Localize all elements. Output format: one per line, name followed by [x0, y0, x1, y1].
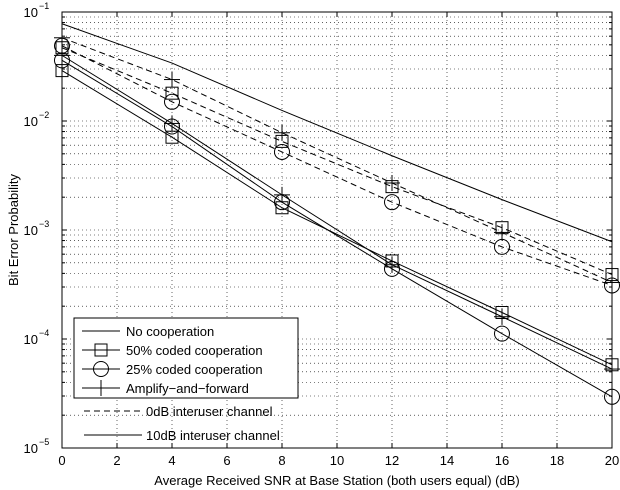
legend-label: 25% coded cooperation: [126, 362, 263, 377]
x-tick-label: 20: [605, 453, 619, 468]
circle-marker: [274, 143, 290, 160]
series-line: [61, 37, 613, 283]
series-1: [61, 23, 613, 243]
x-tick-label: 18: [550, 453, 564, 468]
legend: No cooperation 50% coded cooperation 25% c…: [73, 317, 299, 443]
x-tick-label: 12: [385, 453, 399, 468]
legend-label: No cooperation: [126, 324, 214, 339]
y-axis-label: Bit Error Probability: [6, 174, 21, 286]
y-tick-label: 10: [24, 223, 38, 238]
legend-label: 50% coded cooperation: [126, 343, 263, 358]
series-line: [61, 45, 613, 286]
y-tick-label: 10: [24, 114, 38, 129]
y-tick-label: 10: [24, 332, 38, 347]
square-marker: [94, 343, 108, 357]
style-label: 10dB interuser channel: [146, 428, 280, 443]
series-line: [61, 59, 613, 398]
series-line: [61, 47, 613, 276]
x-tick-label: 16: [495, 453, 509, 468]
y-tick-label-exponent: −1: [39, 1, 49, 11]
series-3: [54, 37, 620, 294]
circle-marker: [494, 325, 510, 342]
x-tick-label: 4: [168, 453, 175, 468]
y-tick-label-exponent: −4: [39, 328, 49, 338]
series-group: [54, 23, 620, 405]
circle-marker: [93, 361, 109, 377]
series-line: [61, 70, 613, 366]
x-tick-label: 10: [330, 453, 344, 468]
circle-marker: [384, 194, 400, 211]
style-label: 0dB interuser channel: [146, 404, 273, 419]
y-tick-label-exponent: −3: [39, 219, 49, 229]
x-tick-label: 0: [58, 453, 65, 468]
series-line: [61, 23, 613, 243]
x-tick-label: 8: [278, 453, 285, 468]
x-tick-label: 6: [223, 453, 230, 468]
x-axis-label: Average Received SNR at Base Station (bo…: [154, 473, 519, 488]
x-tick-label: 2: [113, 453, 120, 468]
y-tick-label: 10: [24, 5, 38, 20]
legend-label: Amplify−and−forward: [126, 381, 249, 396]
circle-marker: [164, 93, 180, 110]
y-tick-label-exponent: −5: [39, 437, 49, 447]
y-tick-label-exponent: −2: [39, 110, 49, 120]
x-tick-label: 14: [440, 453, 454, 468]
y-tick-label: 10: [24, 441, 38, 456]
series-line: [61, 54, 613, 370]
